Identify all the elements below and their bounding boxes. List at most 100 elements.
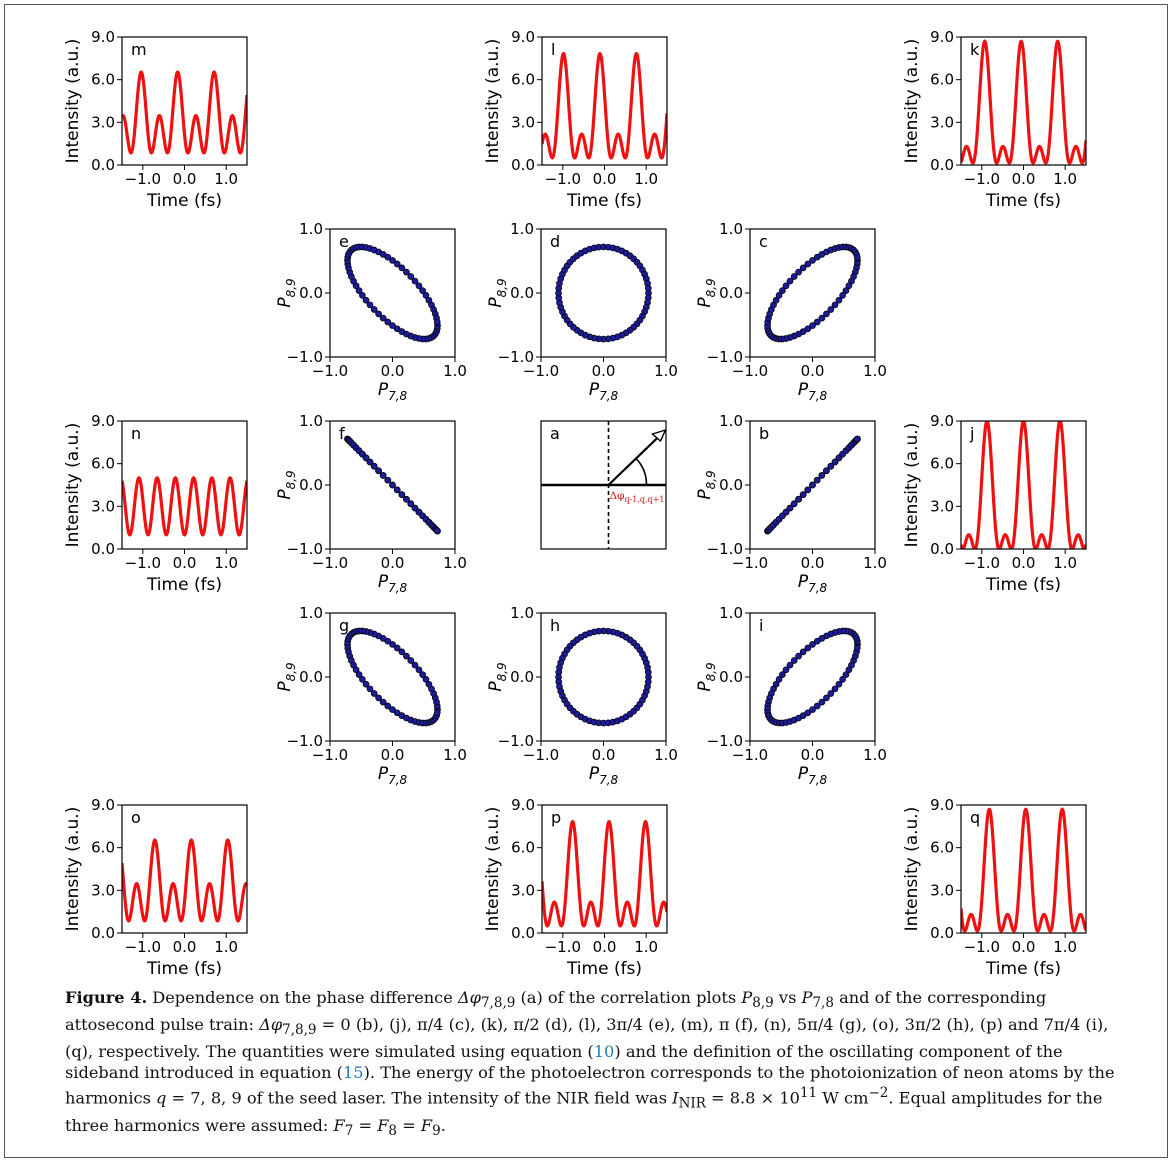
plot-frame: [541, 804, 668, 934]
data-point: [779, 287, 786, 294]
intensity-trace: [542, 51, 667, 160]
data-point: [823, 694, 830, 702]
data-point: [422, 676, 430, 683]
x-axis-label: Time (fs): [566, 959, 642, 979]
x-axis-label: Time (fs): [985, 575, 1061, 595]
y-tick-label: 0.0: [511, 156, 535, 174]
axis-label-symbol: P: [695, 297, 715, 308]
x-tick-label: −1.0: [125, 938, 161, 956]
axis-label-symbol: P: [378, 572, 389, 592]
y-tick-label: 9.0: [91, 412, 115, 430]
equation-link[interactable]: 15: [343, 1063, 364, 1083]
intensity-panel-n: −1.0 0.0 1.0 0.0 3.0 6.0 9.0 n Time (fs) Intensit…: [63, 412, 248, 595]
y-tick-label: 0.0: [91, 924, 115, 942]
x-tick-label: −1.0: [523, 362, 559, 380]
y-tick-label: −1.0: [287, 348, 323, 366]
x-tick-label: 0.0: [592, 362, 616, 380]
x-tick-label: 0.0: [1012, 170, 1036, 188]
caption-text: W cm: [817, 1088, 869, 1108]
data-point: [809, 481, 816, 489]
arrow-head-icon: [651, 428, 667, 443]
data-point: [809, 322, 816, 329]
x-tick-label: −1.0: [523, 746, 559, 764]
axis-label: P7,8: [798, 380, 828, 403]
axis-label-symbol: P: [589, 380, 600, 400]
intensity-panel-m: −1.0 0.0 1.0 0.0 3.0 6.0 9.0 m Time (fs) Intensit…: [63, 28, 248, 211]
data-point: [853, 644, 861, 652]
y-tick-label: 0.0: [930, 924, 954, 942]
axis-label-subscript: 7,8: [388, 389, 407, 403]
panel-label: k: [970, 40, 980, 59]
data-point: [403, 652, 410, 660]
x-tick-label: 1.0: [863, 746, 887, 764]
data-point: [842, 287, 850, 294]
x-tick-label: 1.0: [214, 554, 238, 572]
data-point: [362, 454, 370, 462]
panel-label: p: [551, 808, 561, 827]
data-point: [393, 260, 401, 268]
data-point: [389, 641, 396, 648]
panel-label: c: [759, 232, 768, 251]
intensity-trace: [961, 39, 1086, 165]
data-point: [393, 325, 401, 333]
y-tick-label: 1.0: [510, 220, 534, 238]
caption-symbol: Δφ: [457, 988, 481, 1007]
data-point: [809, 257, 816, 264]
axis-label: P7,8: [589, 380, 619, 403]
caption-text: ). The energy of the photoelectron corre…: [65, 1063, 1115, 1108]
data-point: [823, 310, 830, 318]
plot-frame: [121, 36, 248, 166]
y-tick-label: 1.0: [719, 604, 743, 622]
equation-link[interactable]: 10: [593, 1042, 615, 1062]
y-tick-label: 6.0: [930, 455, 954, 473]
data-point: [389, 322, 396, 329]
data-point: [839, 676, 846, 683]
data-point: [823, 467, 830, 475]
y-tick-label: 1.0: [719, 412, 743, 430]
data-point: [772, 296, 780, 304]
axis-label: P8,9: [695, 278, 718, 307]
data-point: [393, 644, 401, 652]
x-axis-label: Time (fs): [146, 575, 222, 595]
y-tick-label: 0.0: [91, 540, 115, 558]
y-tick-label: −1.0: [287, 540, 323, 558]
data-point: [411, 504, 419, 512]
caption-sub: 9: [432, 1123, 441, 1140]
y-tick-label: −1.0: [287, 732, 323, 750]
axis-label-subscript: 8,9: [704, 470, 718, 489]
caption-text: = 7, 8, 9 of the seed laser. The intensi…: [166, 1088, 673, 1108]
axis-label: P7,8: [589, 764, 619, 787]
data-point: [415, 282, 423, 290]
x-tick-label: 1.0: [863, 554, 887, 572]
data-point: [375, 467, 382, 475]
x-axis-label: Time (fs): [985, 959, 1061, 979]
data-point: [398, 648, 406, 656]
data-point: [644, 678, 652, 686]
data-point: [644, 284, 652, 292]
caption-symbol: q: [156, 1088, 167, 1108]
x-tick-label: −1.0: [964, 938, 1000, 956]
caption-sub: NIR: [678, 1096, 706, 1113]
axis-label: P8,9: [275, 470, 298, 499]
data-point: [775, 676, 783, 683]
data-point: [827, 462, 835, 470]
axis-label: P7,8: [378, 764, 408, 787]
data-point: [831, 458, 839, 466]
plot-frame: [121, 420, 248, 550]
x-tick-label: 1.0: [654, 746, 678, 764]
intensity-panel-p: −1.0 0.0 1.0 0.0 3.0 6.0 9.0 p Time (fs) Intensit…: [483, 796, 668, 979]
axis-label-symbol: P: [378, 764, 389, 784]
data-point: [370, 690, 378, 697]
axis-label-symbol: P: [798, 764, 809, 784]
panel-label: g: [339, 616, 349, 635]
axis-label-symbol: P: [275, 681, 295, 692]
data-point: [362, 296, 370, 304]
y-tick-label: 6.0: [91, 71, 115, 89]
x-tick-label: 0.0: [592, 746, 616, 764]
axis-label-subscript: 8,9: [284, 278, 298, 297]
x-tick-label: 0.0: [381, 746, 405, 764]
plot-frame: [960, 36, 1087, 166]
figure-4: −1.0 0.0 1.0 0.0 3.0 6.0 9.0 m Time (fs) Intensit…: [63, 28, 1087, 979]
